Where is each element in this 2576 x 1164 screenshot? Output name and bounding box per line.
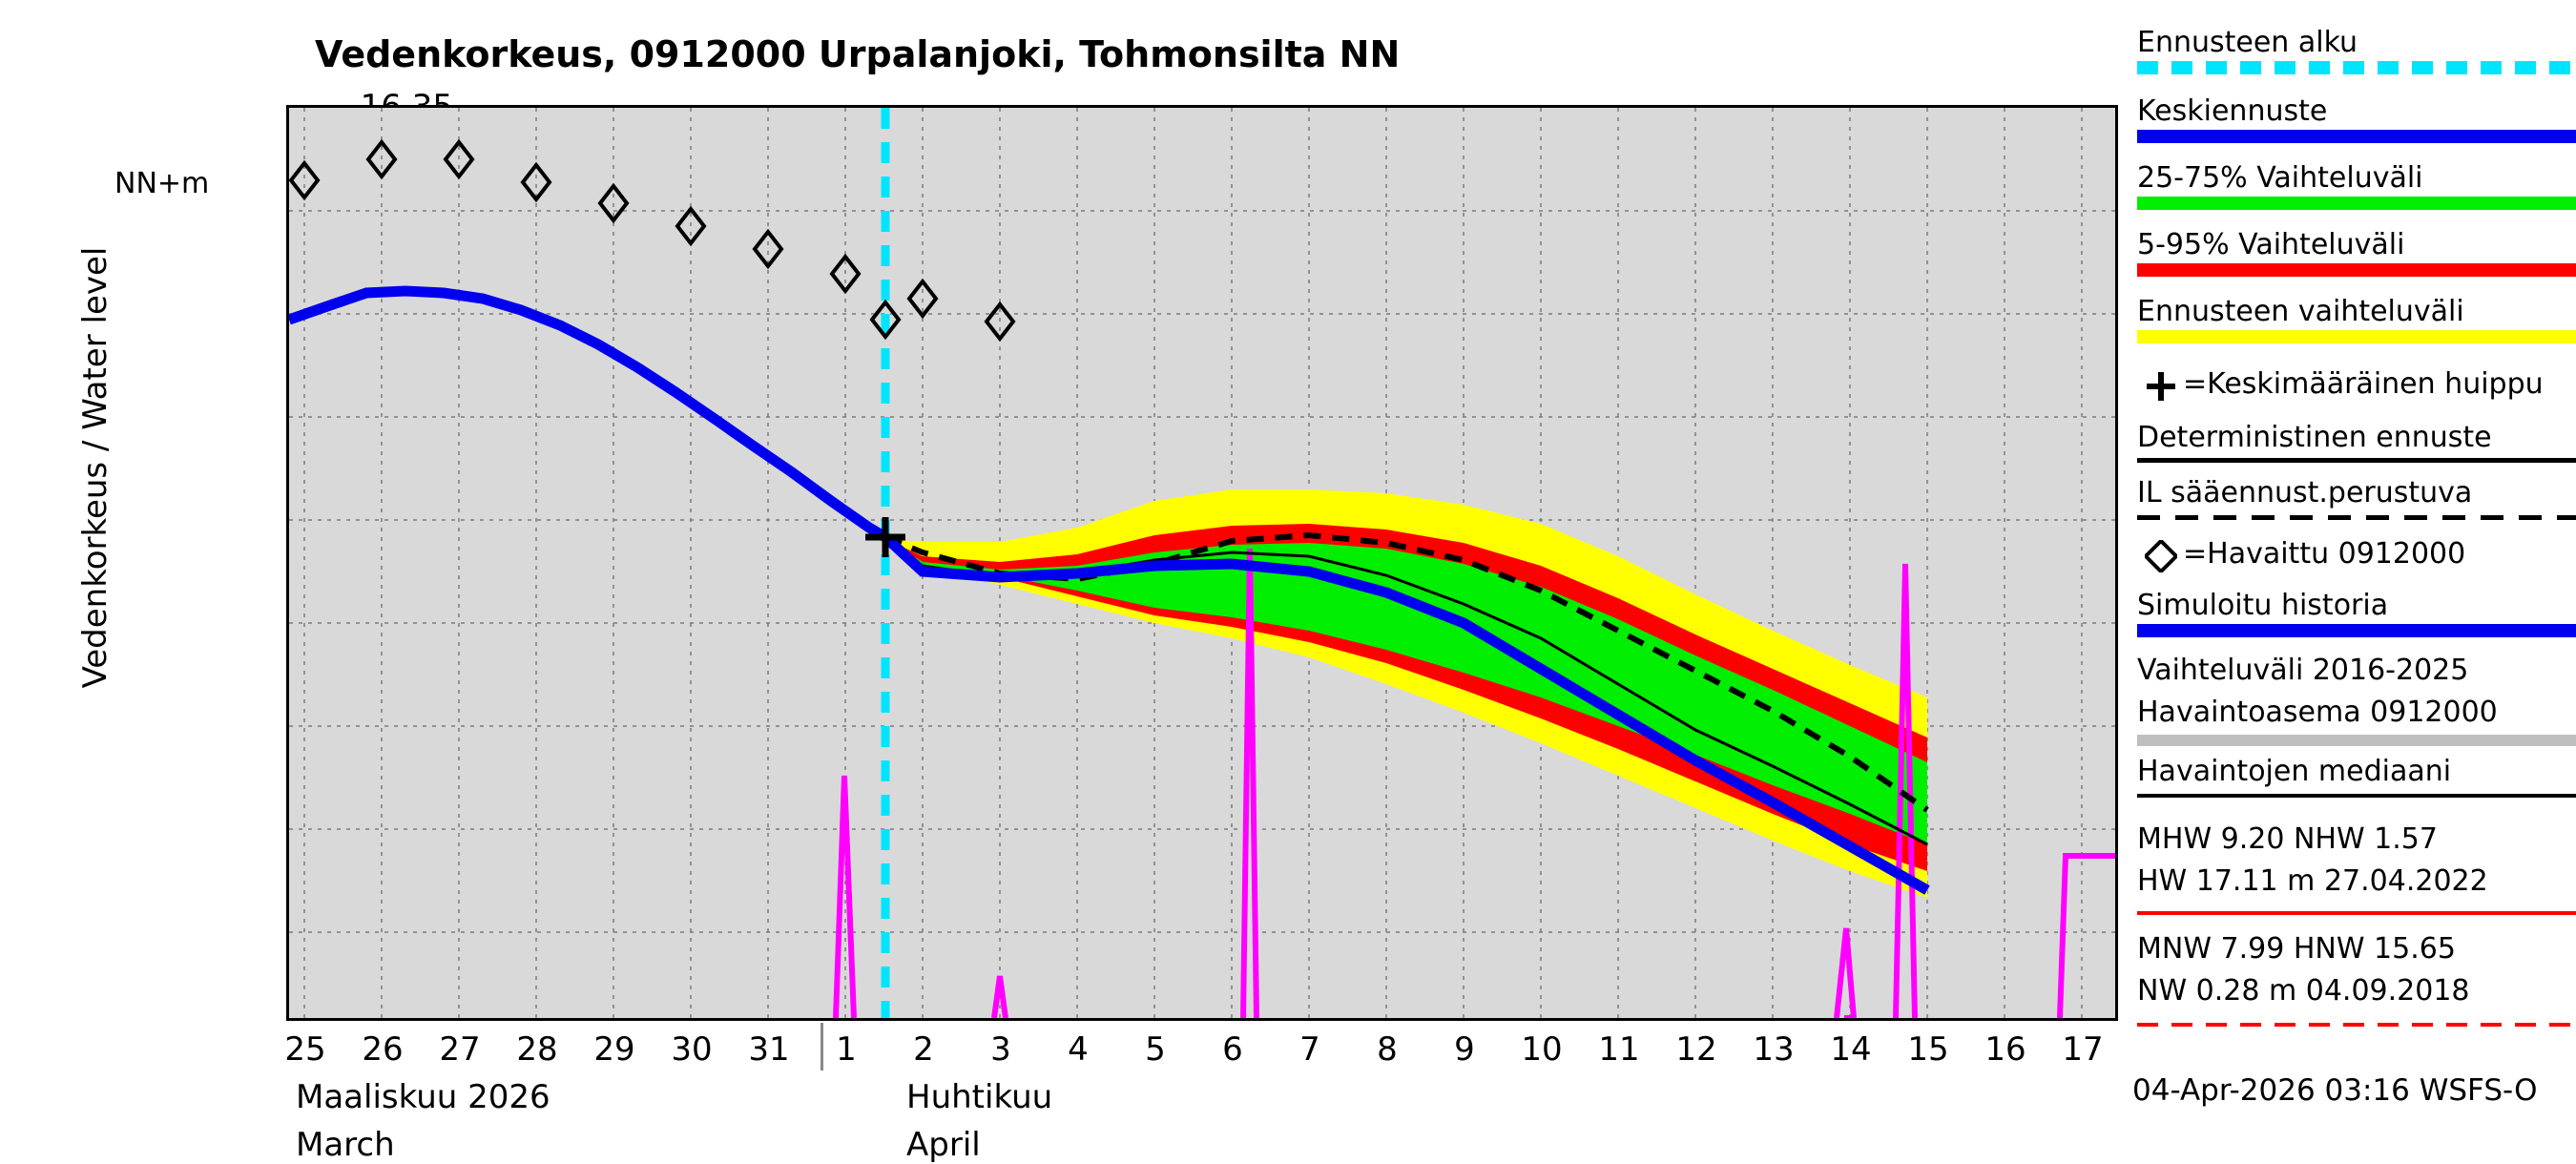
x-tick-14: 8 <box>1377 1030 1398 1069</box>
x-tick-6: 31 <box>748 1030 790 1069</box>
plot-area <box>286 105 2118 1021</box>
legend-item-0: Ennusteen alku <box>2137 29 2576 90</box>
x-tick-4: 29 <box>593 1030 635 1069</box>
x-axis-month-left-en: March <box>296 1126 395 1164</box>
magenta-variability-2016-2025 <box>833 548 2115 1018</box>
legend-item-12: Havaintojen mediaani <box>2137 758 2576 809</box>
x-tick-10: 4 <box>1068 1030 1089 1069</box>
legend-item-10: Vaihteluväli 2016-2025 <box>2137 656 2576 698</box>
mean-peak-marker <box>865 517 905 557</box>
legend-swatch-deterministic <box>2137 458 2576 463</box>
legend-swatch-mean-forecast <box>2137 130 2576 143</box>
stat-divider-hw <box>2137 911 2576 915</box>
x-axis-month-right-en: April <box>906 1126 981 1164</box>
x-tick-7: 1 <box>836 1030 857 1069</box>
legend-label-0: Ennusteen alku <box>2137 26 2358 59</box>
x-tick-18: 12 <box>1675 1030 1717 1069</box>
legend-item-3: 5-95% Vaihteluväli <box>2137 231 2576 290</box>
legend-label-7: IL sääennust.perustuva <box>2137 476 2473 509</box>
legend-label-6: Deterministinen ennuste <box>2137 421 2492 454</box>
plus-marker-icon <box>2147 372 2175 401</box>
legend-item-6: Deterministinen ennuste <box>2137 424 2576 473</box>
legend-label-12: Havaintojen mediaani <box>2137 755 2452 788</box>
x-tick-11: 5 <box>1145 1030 1166 1069</box>
x-tick-8: 2 <box>913 1030 934 1069</box>
legend-item-5: =Keskimääräinen huippu <box>2137 370 2576 418</box>
band-5-95 <box>885 524 1927 871</box>
legend-item-7: IL sääennust.perustuva <box>2137 479 2576 532</box>
x-tick-23: 17 <box>2062 1030 2104 1069</box>
x-axis-month-right-fi: Huhtikuu <box>906 1078 1053 1116</box>
x-tick-3: 28 <box>516 1030 558 1069</box>
legend-item-8: =Havaittu 0912000 <box>2137 537 2576 590</box>
legend-swatch-25-75 <box>2137 197 2576 210</box>
legend-swatch-station <box>2137 735 2576 746</box>
x-tick-5: 30 <box>671 1030 713 1069</box>
series-mean-forecast <box>882 532 1930 895</box>
series-observed-markers <box>289 138 1016 343</box>
page-title: Vedenkorkeus, 0912000 Urpalanjoki, Tohmo… <box>315 33 1401 75</box>
legend-label-9: Simuloitu historia <box>2137 589 2389 622</box>
y-axis-label: Vedenkorkeus / Water level <box>76 246 114 689</box>
legend-label-8: =Havaittu 0912000 <box>2183 537 2466 571</box>
stat-line-1: HW 17.11 m 27.04.2022 <box>2137 863 2488 898</box>
month-separator-tick <box>821 1023 823 1070</box>
x-tick-2: 27 <box>439 1030 481 1069</box>
x-tick-0: 25 <box>284 1030 326 1069</box>
legend-label-4: Ennusteen vaihteluväli <box>2137 295 2464 328</box>
x-tick-12: 6 <box>1222 1030 1243 1069</box>
series-simulated-history <box>289 285 888 542</box>
legend-label-11: Havaintoasema 0912000 <box>2137 696 2498 729</box>
x-axis-month-left-fi: Maaliskuu 2026 <box>296 1078 551 1116</box>
legend: Ennusteen alku Keskiennuste 25-75% Vaiht… <box>2137 29 2576 1027</box>
legend-swatch-5-95 <box>2137 263 2576 277</box>
x-tick-21: 15 <box>1907 1030 1949 1069</box>
stat-line-0: MHW 9.20 NHW 1.57 <box>2137 822 2438 856</box>
y-axis-unit: NN+m <box>114 167 210 200</box>
legend-item-11: Havaintoasema 0912000 <box>2137 698 2576 754</box>
legend-item-2: 25-75% Vaihteluväli <box>2137 164 2576 223</box>
x-tick-20: 14 <box>1830 1030 1872 1069</box>
stat-divider-nw <box>2137 1023 2576 1027</box>
x-tick-17: 11 <box>1598 1030 1640 1069</box>
legend-swatch-obs-median <box>2137 794 2576 798</box>
legend-item-9: Simuloitu historia <box>2137 592 2576 651</box>
legend-label-10: Vaihteluväli 2016-2025 <box>2137 654 2469 687</box>
stat-line-2: MNW 7.99 HNW 15.65 <box>2137 932 2456 966</box>
diamond-marker-icon <box>2143 538 2179 574</box>
legend-item-4: Ennusteen vaihteluväli <box>2137 298 2576 357</box>
x-tick-22: 16 <box>1984 1030 2026 1069</box>
x-tick-15: 9 <box>1454 1030 1475 1069</box>
legend-label-3: 5-95% Vaihteluväli <box>2137 228 2405 261</box>
x-tick-9: 3 <box>990 1030 1011 1069</box>
legend-item-1: Keskiennuste <box>2137 97 2576 156</box>
x-tick-1: 26 <box>362 1030 404 1069</box>
legend-label-5: =Keskimääräinen huippu <box>2183 367 2544 401</box>
legend-swatch-il-forecast <box>2137 515 2576 520</box>
legend-swatch-forecast-start <box>2137 61 2576 74</box>
footer-timestamp: 04-Apr-2026 03:16 WSFS-O <box>2132 1073 2538 1108</box>
x-tick-13: 7 <box>1299 1030 1320 1069</box>
x-tick-19: 13 <box>1753 1030 1795 1069</box>
legend-swatch-simulated-history <box>2137 624 2576 637</box>
legend-label-2: 25-75% Vaihteluväli <box>2137 161 2423 195</box>
stat-line-3: NW 0.28 m 04.09.2018 <box>2137 973 2470 1008</box>
legend-swatch-forecast-range <box>2137 330 2576 343</box>
x-tick-16: 10 <box>1521 1030 1563 1069</box>
legend-label-1: Keskiennuste <box>2137 94 2328 128</box>
